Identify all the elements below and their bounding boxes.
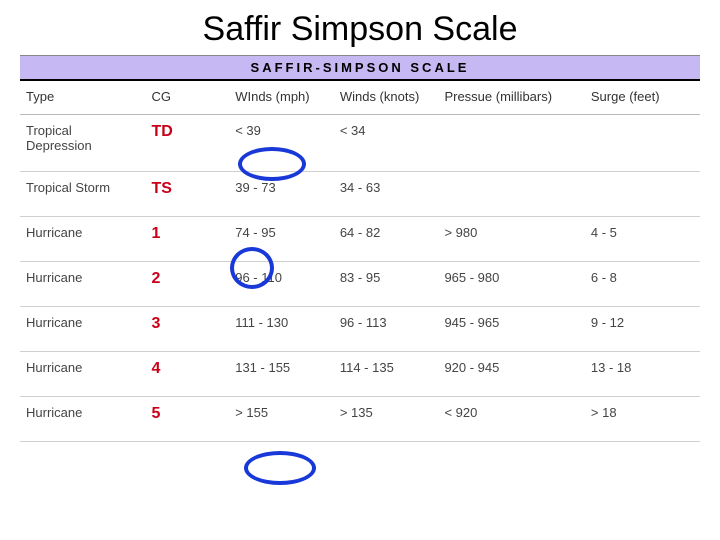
cell-press: < 920 [438, 397, 584, 442]
cell-surge: 13 - 18 [585, 352, 700, 397]
col-surge: Surge (feet) [585, 81, 700, 115]
cell-type: Hurricane [20, 307, 146, 352]
cell-surge: 9 - 12 [585, 307, 700, 352]
cell-surge: 6 - 8 [585, 262, 700, 307]
saffir-simpson-table: Type CG WInds (mph) Winds (knots) Pressu… [20, 81, 700, 442]
cell-type: Hurricane [20, 217, 146, 262]
col-pressure: Pressue (millibars) [438, 81, 584, 115]
cell-surge: 4 - 5 [585, 217, 700, 262]
cell-press: > 980 [438, 217, 584, 262]
cell-type: Tropical Depression [20, 115, 146, 172]
cell-press [438, 115, 584, 172]
cell-press: 920 - 945 [438, 352, 584, 397]
annotation-circle [244, 451, 316, 485]
cell-press [438, 172, 584, 217]
cell-wkt: 64 - 82 [334, 217, 439, 262]
cell-wmph: 39 - 73 [229, 172, 334, 217]
table-row: Tropical Storm TS 39 - 73 34 - 63 [20, 172, 700, 217]
cell-wmph: 131 - 155 [229, 352, 334, 397]
cell-surge [585, 172, 700, 217]
table-row: Hurricane 4 131 - 155 114 - 135 920 - 94… [20, 352, 700, 397]
table-row: Hurricane 5 > 155 > 135 < 920 > 18 [20, 397, 700, 442]
cell-surge: > 18 [585, 397, 700, 442]
cell-wkt: 83 - 95 [334, 262, 439, 307]
page-title: Saffir Simpson Scale [0, 0, 720, 55]
cell-cg: TD [146, 115, 230, 172]
table-row: Tropical Depression TD < 39 < 34 [20, 115, 700, 172]
cell-type: Hurricane [20, 352, 146, 397]
col-cg: CG [146, 81, 230, 115]
col-winds-mph: WInds (mph) [229, 81, 334, 115]
header-row: Type CG WInds (mph) Winds (knots) Pressu… [20, 81, 700, 115]
cell-wmph: 74 - 95 [229, 217, 334, 262]
scale-table-wrap: SAFFIR-SIMPSON SCALE Type CG WInds (mph)… [20, 55, 700, 442]
cell-wkt: > 135 [334, 397, 439, 442]
table-body: Tropical Depression TD < 39 < 34 Tropica… [20, 115, 700, 442]
table-row: Hurricane 3 111 - 130 96 - 113 945 - 965… [20, 307, 700, 352]
cell-type: Tropical Storm [20, 172, 146, 217]
cell-wkt: 96 - 113 [334, 307, 439, 352]
cell-cg: 5 [146, 397, 230, 442]
cell-wmph: > 155 [229, 397, 334, 442]
cell-press: 945 - 965 [438, 307, 584, 352]
cell-cg: TS [146, 172, 230, 217]
cell-press: 965 - 980 [438, 262, 584, 307]
cell-wkt: 34 - 63 [334, 172, 439, 217]
cell-type: Hurricane [20, 262, 146, 307]
cell-type: Hurricane [20, 397, 146, 442]
cell-wmph: 111 - 130 [229, 307, 334, 352]
cell-cg: 4 [146, 352, 230, 397]
cell-surge [585, 115, 700, 172]
cell-wmph: 96 - 110 [229, 262, 334, 307]
table-row: Hurricane 2 96 - 110 83 - 95 965 - 980 6… [20, 262, 700, 307]
table-row: Hurricane 1 74 - 95 64 - 82 > 980 4 - 5 [20, 217, 700, 262]
col-winds-kt: Winds (knots) [334, 81, 439, 115]
cell-cg: 3 [146, 307, 230, 352]
cell-wkt: 114 - 135 [334, 352, 439, 397]
cell-cg: 2 [146, 262, 230, 307]
cell-cg: 1 [146, 217, 230, 262]
col-type: Type [20, 81, 146, 115]
table-banner: SAFFIR-SIMPSON SCALE [20, 55, 700, 81]
cell-wkt: < 34 [334, 115, 439, 172]
cell-wmph: < 39 [229, 115, 334, 172]
